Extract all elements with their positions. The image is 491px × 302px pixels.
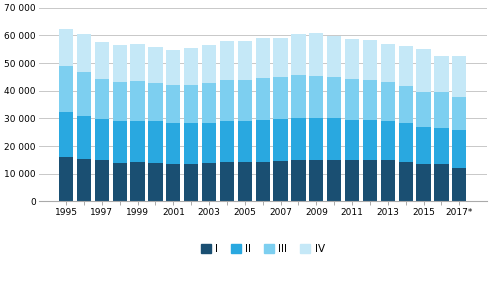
Bar	[131, 162, 145, 201]
Bar	[309, 76, 324, 118]
Bar	[112, 45, 127, 82]
Bar	[112, 82, 127, 121]
Bar	[327, 160, 341, 201]
Bar	[399, 124, 413, 162]
Bar	[345, 79, 359, 120]
Bar	[59, 29, 73, 66]
Bar	[381, 82, 395, 121]
Bar	[184, 48, 198, 85]
Bar	[148, 83, 163, 121]
Bar	[345, 120, 359, 160]
Bar	[184, 123, 198, 164]
Bar	[345, 39, 359, 79]
Bar	[309, 33, 324, 76]
Bar	[95, 160, 109, 201]
Bar	[363, 80, 377, 120]
Bar	[166, 50, 181, 85]
Bar	[434, 127, 449, 164]
Bar	[273, 161, 288, 201]
Bar	[363, 40, 377, 80]
Bar	[255, 120, 270, 162]
Bar	[238, 162, 252, 201]
Bar	[112, 121, 127, 163]
Bar	[131, 44, 145, 81]
Bar	[238, 121, 252, 162]
Bar	[399, 86, 413, 124]
Bar	[327, 77, 341, 118]
Bar	[434, 56, 449, 92]
Bar	[363, 160, 377, 201]
Bar	[255, 78, 270, 120]
Bar	[148, 163, 163, 201]
Bar	[166, 85, 181, 123]
Bar	[434, 92, 449, 127]
Bar	[309, 118, 324, 160]
Bar	[95, 42, 109, 79]
Bar	[291, 160, 305, 201]
Bar	[345, 160, 359, 201]
Bar	[255, 38, 270, 78]
Bar	[131, 120, 145, 162]
Bar	[77, 72, 91, 116]
Bar	[77, 34, 91, 72]
Bar	[255, 162, 270, 201]
Bar	[381, 121, 395, 160]
Bar	[291, 75, 305, 118]
Bar	[166, 123, 181, 163]
Bar	[202, 83, 216, 123]
Bar	[416, 50, 431, 92]
Bar	[452, 56, 466, 97]
Bar	[399, 162, 413, 201]
Bar	[399, 46, 413, 86]
Bar	[363, 120, 377, 160]
Bar	[273, 38, 288, 77]
Bar	[220, 80, 234, 121]
Bar	[59, 157, 73, 201]
Bar	[148, 47, 163, 83]
Bar	[381, 44, 395, 82]
Bar	[59, 66, 73, 112]
Bar	[273, 119, 288, 161]
Bar	[184, 85, 198, 123]
Bar	[238, 80, 252, 121]
Bar	[452, 130, 466, 168]
Bar	[148, 121, 163, 163]
Bar	[416, 92, 431, 127]
Bar	[59, 112, 73, 157]
Bar	[327, 36, 341, 77]
Bar	[220, 121, 234, 162]
Bar	[112, 163, 127, 201]
Bar	[131, 81, 145, 120]
Bar	[95, 119, 109, 160]
Bar	[291, 118, 305, 160]
Bar	[220, 41, 234, 80]
Bar	[77, 116, 91, 159]
Bar	[291, 34, 305, 75]
Bar	[381, 160, 395, 201]
Bar	[452, 97, 466, 130]
Bar	[77, 159, 91, 201]
Bar	[202, 45, 216, 83]
Bar	[416, 127, 431, 164]
Bar	[309, 160, 324, 201]
Bar	[452, 168, 466, 201]
Bar	[166, 163, 181, 201]
Bar	[238, 41, 252, 80]
Bar	[220, 162, 234, 201]
Bar	[202, 163, 216, 201]
Bar	[434, 164, 449, 201]
Legend: I, II, III, IV: I, II, III, IV	[196, 240, 329, 258]
Bar	[273, 77, 288, 119]
Bar	[184, 164, 198, 201]
Bar	[416, 164, 431, 201]
Bar	[95, 79, 109, 119]
Bar	[327, 118, 341, 160]
Bar	[202, 123, 216, 163]
